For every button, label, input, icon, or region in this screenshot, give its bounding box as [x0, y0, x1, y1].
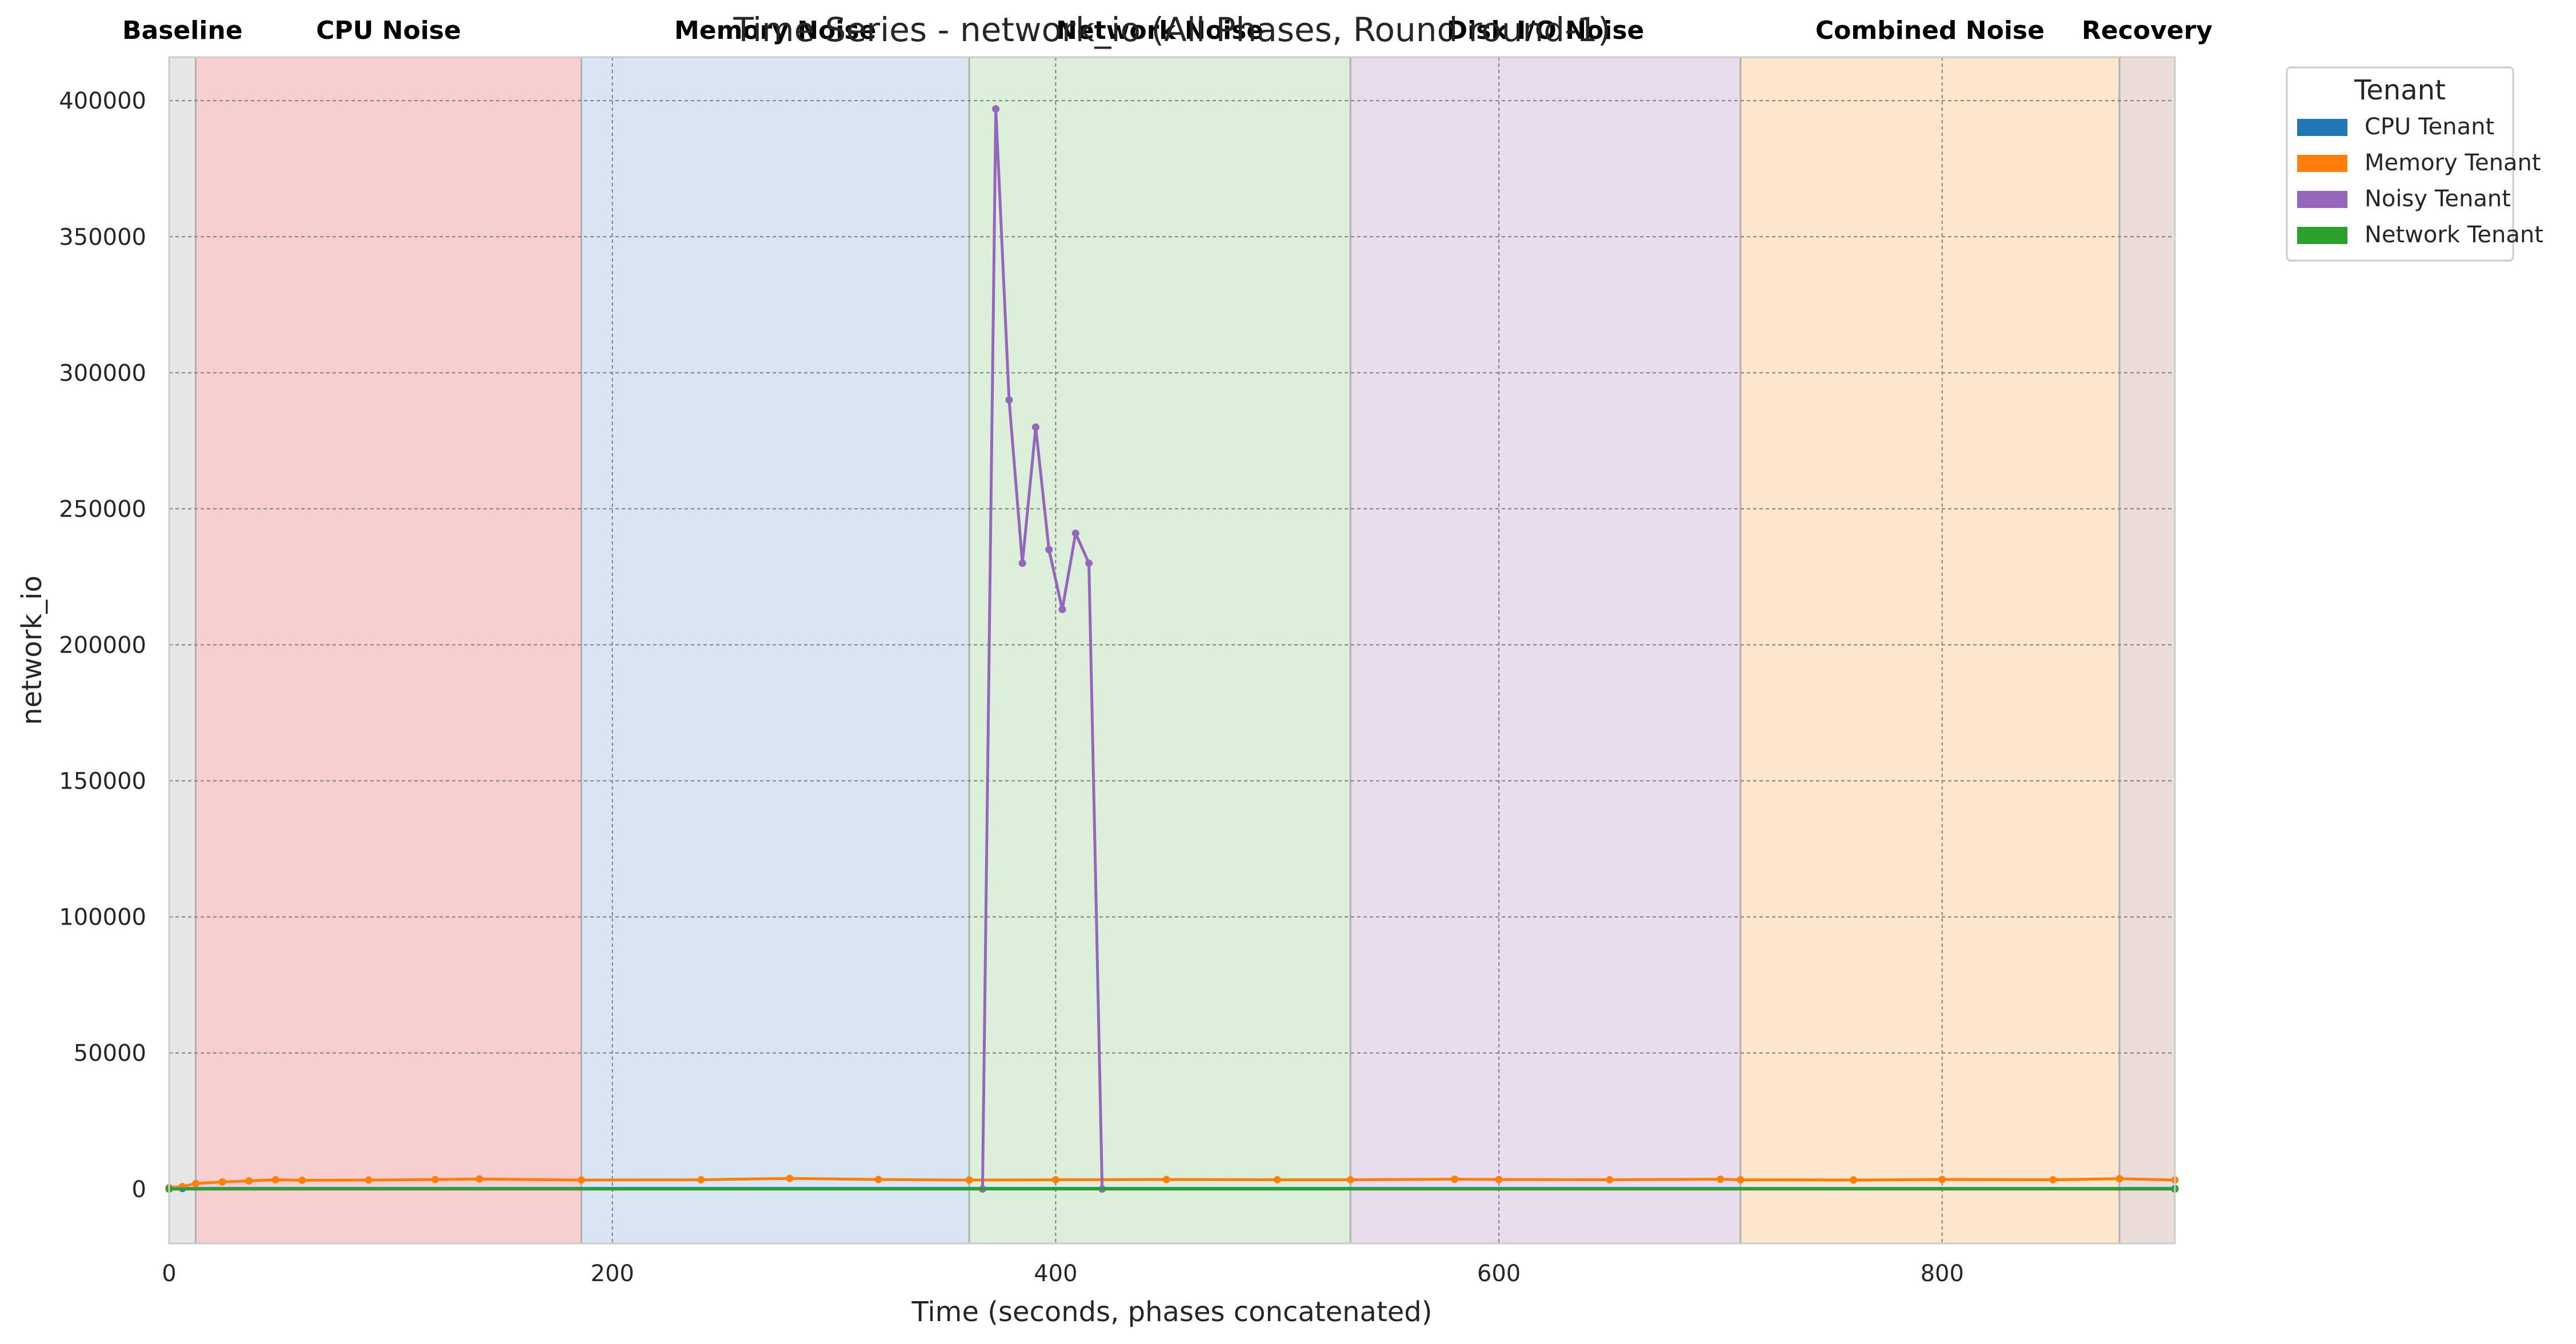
legend-swatch: [2297, 119, 2347, 136]
data-point: [965, 1176, 973, 1184]
data-point: [577, 1176, 585, 1184]
legend-label: CPU Tenant: [2365, 114, 2494, 140]
y-tick-label: 150000: [59, 769, 146, 795]
phase-label-recovery: Recovery: [2082, 16, 2213, 45]
y-tick-label: 200000: [59, 632, 146, 658]
phase-band-memory-noise: [581, 57, 970, 1243]
legend-swatch: [2297, 191, 2347, 208]
data-point: [874, 1175, 882, 1183]
data-point: [1058, 606, 1066, 614]
data-point: [1162, 1175, 1170, 1183]
data-point: [2115, 1175, 2123, 1183]
data-point: [1938, 1175, 1946, 1183]
phase-band-disk-i-o-noise: [1350, 57, 1741, 1243]
y-tick-label: 50000: [74, 1041, 146, 1067]
y-tick-label: 350000: [59, 224, 146, 250]
phase-label-cpu-noise: CPU Noise: [316, 16, 461, 45]
phase-label-combined-noise: Combined Noise: [1815, 16, 2045, 45]
phase-label-memory-noise: Memory Noise: [674, 16, 877, 45]
y-axis-label: network_io: [16, 575, 48, 725]
phase-band-recovery: [2119, 57, 2175, 1243]
legend-item-cpu-tenant: CPU Tenant: [2297, 114, 2494, 140]
data-point: [1850, 1176, 1858, 1184]
data-point: [1051, 1176, 1059, 1184]
legend-label: Noisy Tenant: [2365, 186, 2511, 212]
data-point: [1018, 559, 1026, 567]
plot-frame: [168, 56, 2176, 1245]
phase-labels: Baseline CPU Noise Memory Noise Network Noi…: [122, 16, 2213, 45]
data-point: [192, 1179, 200, 1187]
data-point: [697, 1176, 705, 1184]
phase-label-baseline: Baseline: [122, 16, 243, 45]
phase-band-combined-noise: [1740, 57, 2120, 1243]
y-tick-label: 400000: [59, 88, 146, 114]
phase-bands: [169, 57, 2175, 1243]
data-point: [475, 1175, 483, 1183]
data-point: [992, 105, 1000, 113]
legend-items: CPU Tenant Memory Tenant Noisy Tenant Netwo…: [2297, 114, 2543, 248]
phase-band-cpu-noise: [195, 57, 582, 1243]
y-tick-label: 100000: [59, 905, 146, 931]
data-point: [1085, 559, 1093, 567]
legend-title: Tenant: [2354, 74, 2446, 106]
legend-item-network-tenant: Network Tenant: [2297, 222, 2543, 248]
data-point: [1346, 1176, 1354, 1184]
legend-label: Memory Tenant: [2365, 150, 2541, 176]
legend-item-noisy-tenant: Noisy Tenant: [2297, 186, 2511, 212]
phase-band-baseline: [169, 57, 196, 1243]
data-point: [1273, 1176, 1281, 1184]
legend-swatch: [2297, 155, 2347, 172]
data-point: [431, 1175, 439, 1183]
x-axis-label: Time (seconds, phases concatenated): [911, 1296, 1433, 1328]
data-point: [218, 1178, 226, 1186]
phase-label-network-noise: Network Noise: [1056, 16, 1263, 45]
data-point: [1031, 423, 1039, 431]
data-point: [1005, 396, 1013, 404]
data-point: [245, 1177, 253, 1185]
data-point: [1737, 1176, 1745, 1184]
data-point: [2049, 1176, 2057, 1184]
phase-band-network-noise: [969, 57, 1351, 1243]
series-line-noisy-tenant: [169, 107, 2175, 1191]
series-layer: [165, 105, 2179, 1193]
data-point: [786, 1174, 794, 1182]
data-point: [1717, 1175, 1725, 1183]
legend-label: Network Tenant: [2365, 222, 2543, 248]
data-point: [1451, 1175, 1459, 1183]
data-point: [271, 1176, 279, 1184]
y-tick-label: 250000: [59, 496, 146, 522]
data-point: [365, 1176, 373, 1184]
x-tick-label: 600: [1477, 1261, 1521, 1287]
legend-item-memory-tenant: Memory Tenant: [2297, 150, 2541, 176]
data-point: [1495, 1175, 1503, 1183]
x-tick-label: 400: [1034, 1261, 1077, 1287]
x-tick-label: 800: [1921, 1261, 1964, 1287]
data-point: [1606, 1176, 1614, 1184]
legend-box: [2286, 66, 2514, 262]
phase-label-disk-i-o-noise: Disk I/O Noise: [1447, 16, 1645, 45]
x-tick-label: 200: [591, 1261, 634, 1287]
data-point: [1071, 529, 1079, 537]
data-point: [298, 1177, 306, 1185]
legend-swatch: [2297, 227, 2347, 244]
x-tick-label: 0: [162, 1261, 176, 1287]
chart-title: Time Series - network_io (All Phases, Ro…: [733, 10, 1610, 49]
x-axis-ticks: 0 200 400 600 800: [162, 1261, 1964, 1287]
y-tick-label: 300000: [59, 360, 146, 386]
legend: Tenant CPU Tenant Memory Tenant Noisy Tena…: [2286, 66, 2543, 262]
y-tick-label: 0: [132, 1177, 146, 1203]
data-point: [1045, 546, 1053, 554]
y-axis-ticks: 0 50000 100000 150000 200000 250000 300000 3500…: [59, 88, 146, 1203]
